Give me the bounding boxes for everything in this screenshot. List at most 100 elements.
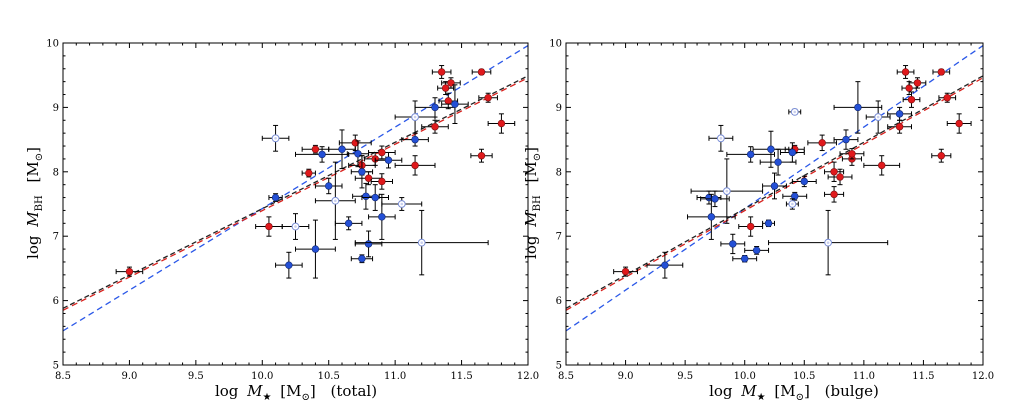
panel1-blue-point-14	[368, 193, 396, 240]
panel1-x-tick-label-3: 10.0	[251, 371, 273, 382]
panel2-red-point-18-marker	[937, 152, 945, 160]
panel1-blue-point-17-marker	[431, 103, 439, 112]
panel2-open-point-3	[788, 108, 802, 116]
panel1-blue-point-16-marker	[411, 135, 419, 144]
panel2-red-point-15	[908, 77, 927, 89]
panel2-blue-point-15-marker	[800, 177, 808, 186]
panel2-red-point-7	[827, 168, 853, 186]
panel1-blue-point-1	[268, 193, 283, 202]
panel1-blue-point-2-marker	[285, 261, 293, 269]
panel2-red-point-12-marker	[901, 68, 910, 76]
panel2-blue-point-8	[744, 246, 770, 255]
panel1-blue-point-5-marker	[325, 182, 333, 190]
panel2-red-point-5-marker	[830, 168, 838, 176]
panel2-blue-point-16-marker	[842, 135, 850, 144]
left-panel-y-title: log MBH [M⊙]	[24, 147, 46, 259]
panel2-red-point-16	[932, 68, 951, 76]
right-panel-y-title: log MBH [M⊙]	[522, 147, 544, 259]
panel1-red-point-2-marker	[265, 222, 273, 231]
panel1-blue-point-11-marker	[364, 240, 373, 248]
panel1-y-tick-label-3: 8	[53, 167, 59, 178]
panel1-red-point-2	[255, 216, 283, 237]
panel1-open-point-6-core	[413, 115, 417, 119]
panel2-red-point-4-marker	[818, 139, 826, 147]
panel2-x-tick-label-6: 11.5	[912, 371, 934, 382]
panel1-blue-point-4	[295, 146, 350, 163]
panel1-blue-point-9-marker	[358, 168, 366, 176]
panel1-y-tick-label-5: 10	[46, 39, 59, 50]
panel2-x-tick-label-0: 8.5	[558, 371, 574, 382]
panel1-x-tick-label-1: 9.0	[121, 371, 137, 382]
panel2-red-point-1-marker	[621, 267, 630, 276]
panel1-red-point-3-marker	[305, 169, 313, 177]
panel2-blue-point-7	[726, 146, 775, 163]
panel2-open-point-6	[865, 100, 891, 134]
panel1-y-tick-label-0: 5	[53, 361, 59, 372]
panel1-red-point-13-marker	[437, 68, 446, 76]
panel1-fit-line-black-dashed	[63, 75, 528, 309]
panel2-blue-point-7-marker	[746, 150, 755, 159]
panel1-open-point-2-core	[294, 225, 297, 228]
panel2-blue-point-17	[833, 81, 883, 134]
panel2-blue-point-12-marker	[774, 158, 782, 166]
panel2-red-point-15-marker	[913, 79, 922, 87]
panel1-x-tick-label-7: 12.0	[517, 371, 539, 382]
panel2-red-point-17-marker	[943, 94, 951, 102]
panel2-blue-point-18	[887, 106, 913, 121]
panel1-red-point-18-marker	[484, 94, 492, 102]
panel2-open-point-1-core	[719, 137, 723, 140]
panel1-red-point-10-marker	[378, 177, 386, 186]
panel1-fit-line-blue-dashed	[63, 45, 528, 332]
panel1-blue-point-13-marker	[371, 193, 379, 202]
panel1-blue-point-15	[374, 151, 403, 169]
panel1-red-point-14-marker	[441, 84, 450, 92]
panel2-red-point-16-marker	[937, 68, 945, 76]
panel2-blue-point-10-marker	[767, 145, 775, 153]
panel1-blue-point-9	[350, 155, 374, 189]
panel2-red-point-1	[613, 266, 638, 277]
panel2-blue-point-9	[762, 219, 775, 228]
panel2-y-tick-label-2: 7	[556, 232, 562, 243]
panel1-x-tick-label-6: 11.5	[450, 371, 472, 382]
panel1-red-point-18	[478, 92, 498, 103]
panel1-red-point-20-marker	[497, 119, 506, 128]
panel2-red-point-2-marker	[746, 222, 755, 231]
panel1-red-point-7-marker	[364, 174, 373, 182]
panel2-blue-point-18-marker	[895, 110, 904, 118]
panel1-x-tick-label-5: 11.0	[384, 371, 406, 382]
panel2-blue-point-14	[782, 191, 808, 201]
panel2-red-point-12	[896, 65, 915, 79]
panel2-x-tick-label-5: 11.0	[853, 371, 875, 382]
panel1-blue-point-4-marker	[318, 150, 326, 159]
panel1-red-point-5	[338, 134, 372, 152]
right-panel-x-title: log M★ [M⊙] (bulge)	[709, 382, 879, 404]
panel1-red-point-19	[470, 148, 493, 163]
panel2-red-point-14-marker	[907, 95, 916, 104]
panel1-blue-point-15-marker	[384, 156, 393, 164]
panel2-red-point-6-marker	[830, 190, 838, 199]
panel1-blue-point-12	[350, 254, 374, 264]
panel2-red-point-11-marker	[895, 123, 904, 131]
panel1-open-point-4	[381, 197, 423, 211]
panel2-blue-point-4	[700, 190, 730, 208]
panel2-red-point-19	[946, 113, 972, 134]
panel2-y-tick-label-0: 5	[556, 361, 562, 372]
panel1-red-point-11-marker	[411, 161, 419, 170]
panel2-red-point-11	[887, 119, 913, 134]
panel2-blue-point-1	[646, 251, 684, 279]
panel2-blue-point-6-marker	[741, 255, 749, 263]
panel2-x-tick-label-4: 10.5	[793, 371, 815, 382]
panel1-red-point-17-marker	[477, 68, 486, 76]
panel1-red-point-1-marker	[125, 267, 134, 276]
panel1-blue-point-6	[328, 129, 356, 170]
panel2-x-tick-label-2: 9.5	[677, 371, 693, 382]
panel2-red-point-2	[738, 216, 764, 237]
panel1-red-point-3	[301, 168, 316, 178]
left-panel-total: log MBH [M⊙] log M★ [M⊙] (total) 8.5 9.0 9…	[24, 39, 539, 404]
panel1-blue-point-6-marker	[338, 145, 346, 153]
panel2-data-area	[566, 45, 983, 332]
panel1-red-point-1	[115, 266, 144, 277]
panel2-blue-point-15	[791, 175, 817, 188]
panel1-open-point-6	[394, 100, 436, 134]
panel2-blue-point-14-marker	[791, 192, 799, 200]
